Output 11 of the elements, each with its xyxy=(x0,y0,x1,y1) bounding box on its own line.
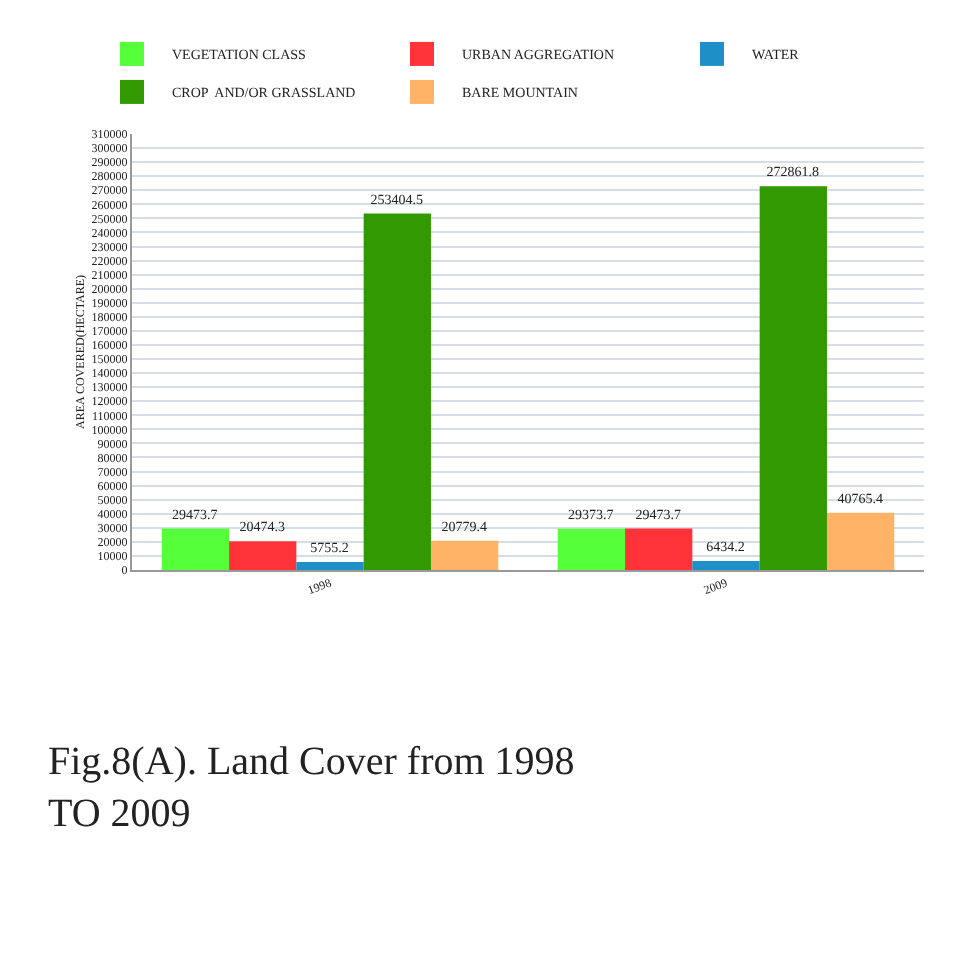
bar xyxy=(430,540,499,570)
bar xyxy=(229,541,297,570)
bar xyxy=(363,213,431,570)
bar xyxy=(161,528,230,570)
bar xyxy=(296,561,364,570)
caption: Fig.8(A). Land Cover from 1998 TO 2009 xyxy=(48,740,575,836)
bar xyxy=(826,512,895,570)
bar xyxy=(625,528,693,570)
bar xyxy=(759,186,827,570)
bar xyxy=(692,560,760,570)
bar xyxy=(557,528,626,570)
